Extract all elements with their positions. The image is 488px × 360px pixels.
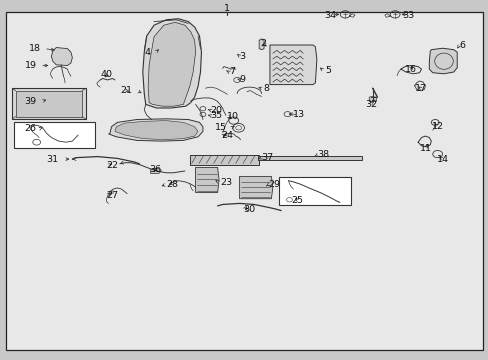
- Polygon shape: [142, 19, 201, 108]
- Polygon shape: [51, 48, 72, 66]
- Text: 13: 13: [293, 109, 305, 118]
- Polygon shape: [368, 96, 376, 102]
- Text: 25: 25: [291, 196, 303, 205]
- Text: 12: 12: [431, 122, 443, 131]
- Text: 16: 16: [404, 65, 416, 74]
- Text: 11: 11: [419, 144, 430, 153]
- Text: 34: 34: [324, 10, 335, 19]
- Polygon shape: [259, 39, 264, 50]
- Text: 23: 23: [220, 178, 232, 187]
- Text: 4: 4: [144, 48, 150, 57]
- Text: 6: 6: [459, 40, 465, 49]
- Text: 26: 26: [24, 124, 37, 133]
- Text: 17: 17: [414, 85, 426, 94]
- Text: 2: 2: [260, 39, 265, 48]
- Text: 36: 36: [149, 165, 161, 174]
- Polygon shape: [428, 48, 456, 74]
- Polygon shape: [269, 45, 316, 85]
- Text: 15: 15: [215, 123, 227, 132]
- Text: 20: 20: [210, 106, 222, 115]
- Text: 38: 38: [316, 150, 328, 159]
- Text: 32: 32: [365, 100, 377, 109]
- Polygon shape: [195, 167, 219, 193]
- Text: 22: 22: [106, 161, 119, 170]
- Text: 24: 24: [221, 131, 233, 140]
- Text: 28: 28: [166, 180, 178, 189]
- Text: 37: 37: [261, 153, 273, 162]
- Polygon shape: [115, 121, 198, 140]
- Text: 1: 1: [224, 4, 230, 13]
- Text: 30: 30: [243, 205, 255, 214]
- Text: 31: 31: [46, 154, 59, 163]
- Text: 9: 9: [239, 76, 245, 85]
- Text: 21: 21: [120, 86, 132, 95]
- Polygon shape: [278, 177, 350, 205]
- Text: 8: 8: [263, 85, 268, 94]
- Polygon shape: [258, 156, 361, 160]
- Text: 40: 40: [100, 70, 112, 79]
- Polygon shape: [150, 168, 161, 174]
- Polygon shape: [108, 119, 203, 141]
- Text: 5: 5: [325, 66, 330, 75]
- Text: 19: 19: [24, 61, 37, 70]
- Text: 35: 35: [210, 111, 222, 120]
- Polygon shape: [16, 91, 82, 117]
- Text: 29: 29: [267, 180, 280, 189]
- Text: 27: 27: [106, 191, 119, 199]
- Polygon shape: [12, 88, 85, 119]
- Text: 10: 10: [227, 112, 239, 121]
- Text: 18: 18: [28, 44, 41, 53]
- Text: 33: 33: [401, 10, 414, 19]
- Text: 7: 7: [228, 68, 234, 77]
- Text: 3: 3: [239, 52, 245, 61]
- Polygon shape: [239, 176, 272, 199]
- Polygon shape: [148, 22, 195, 106]
- Polygon shape: [189, 155, 259, 165]
- Text: 39: 39: [24, 97, 37, 106]
- Polygon shape: [14, 122, 95, 148]
- Text: 14: 14: [436, 154, 447, 163]
